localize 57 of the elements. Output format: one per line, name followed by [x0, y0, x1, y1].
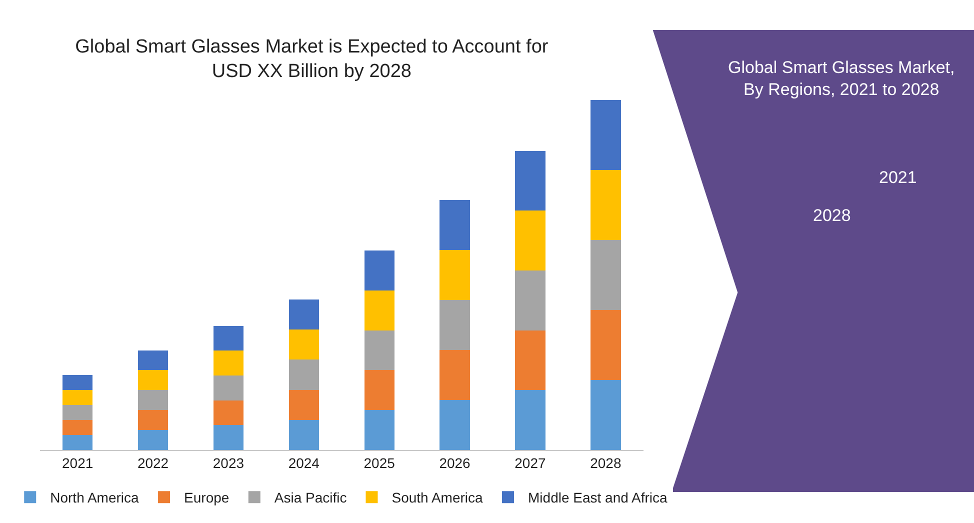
- bar: [590, 100, 621, 170]
- bar: [364, 370, 394, 410]
- bar: [213, 425, 244, 450]
- bar: [364, 410, 394, 450]
- bar: [138, 410, 168, 430]
- x-tick-label: 2025: [364, 454, 396, 471]
- bar: [440, 300, 470, 350]
- bar: [138, 370, 168, 390]
- bar: [440, 400, 470, 450]
- x-tick-label: 2023: [212, 454, 244, 471]
- x-tick-label: 2027: [514, 454, 546, 471]
- bar: [440, 200, 470, 250]
- bar: [590, 310, 621, 380]
- bar: [138, 350, 168, 370]
- x-tick-label: 2021: [62, 454, 94, 471]
- bar: [288, 420, 319, 450]
- bar: [590, 240, 621, 310]
- bar: [590, 380, 621, 450]
- bar: [288, 390, 319, 420]
- bar: [364, 330, 394, 370]
- bar: [515, 210, 546, 270]
- x-tick-label: 2022: [137, 454, 169, 471]
- legend-label: South America: [392, 490, 484, 506]
- bar: [62, 404, 93, 420]
- bar: [213, 375, 244, 400]
- text: Global Smart Glasses Market, By Regions, 2021 to 2028: [728, 58, 955, 100]
- bar: [288, 360, 319, 390]
- bar: [62, 374, 93, 390]
- text: 2028: [813, 206, 851, 225]
- bar: [515, 330, 546, 390]
- legend-label: Europe: [184, 490, 230, 506]
- bar: [515, 270, 546, 330]
- bar: [62, 420, 93, 435]
- bar: [213, 350, 244, 376]
- bar: [62, 434, 93, 450]
- chart-title: Global Smart Glasses Market is Expected to Account for USD XX Billion by 2028: [75, 36, 549, 82]
- bar: [515, 390, 546, 450]
- legend-label: Middle East and Africa: [528, 490, 668, 506]
- bar: [288, 330, 319, 360]
- bar: [440, 250, 470, 300]
- bar: [138, 430, 168, 450]
- text: 2021: [879, 168, 917, 187]
- legend-label: North America: [50, 490, 140, 506]
- bar: [213, 326, 244, 351]
- x-tick-label: 2026: [439, 454, 471, 471]
- x-tick-label: 2024: [288, 454, 320, 471]
- bar: [440, 350, 470, 400]
- bar: [62, 390, 93, 405]
- bar: [364, 250, 394, 290]
- bar: [590, 170, 621, 240]
- bar: [213, 400, 244, 426]
- bar: [288, 300, 319, 330]
- legend-label: Asia Pacific: [274, 490, 347, 506]
- x-tick-label: 2028: [590, 454, 622, 471]
- bar: [515, 150, 546, 211]
- bar: [138, 390, 168, 410]
- bar: [364, 290, 394, 330]
